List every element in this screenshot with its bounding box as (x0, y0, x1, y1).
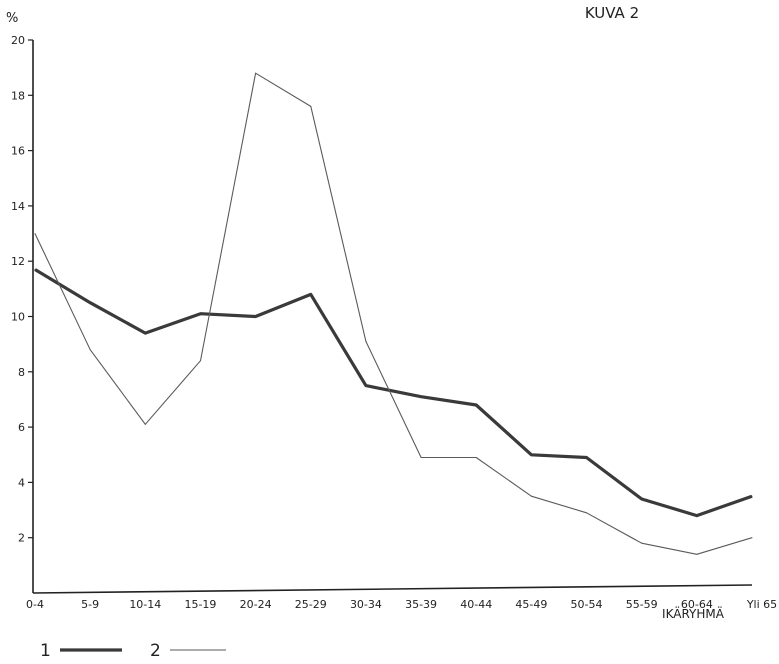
series-line-2 (34, 72, 753, 555)
y-tick-label: 6 (18, 421, 25, 434)
y-tick-label: 16 (11, 145, 25, 158)
data-point-series-2 (420, 457, 422, 459)
x-tick-label: 10-14 (129, 598, 161, 611)
y-tick-label: 20 (11, 34, 25, 47)
data-point-series-1 (751, 495, 753, 497)
x-tick-label: 55-59 (626, 598, 658, 611)
data-point-series-1 (310, 293, 312, 295)
y-tick-label: 10 (11, 311, 25, 324)
x-tick-label: 45-49 (515, 598, 547, 611)
x-axis-line (32, 584, 753, 594)
series-lines (34, 72, 753, 555)
data-point-series-2 (641, 542, 643, 544)
y-tick-label: 4 (18, 476, 25, 489)
data-point-series-2 (751, 537, 753, 539)
data-point-series-2 (365, 340, 367, 342)
x-tick-label: 25-29 (295, 598, 327, 611)
data-point-series-2 (586, 512, 588, 514)
data-point-series-2 (475, 457, 477, 459)
data-point-series-1 (255, 316, 257, 317)
data-point-series-1 (144, 332, 146, 334)
data-point-series-2 (530, 495, 532, 497)
x-tick-label: 35-39 (405, 598, 437, 611)
x-tick-label: 30-34 (350, 598, 382, 611)
data-point-series-2 (310, 105, 312, 107)
y-tick-label: 2 (18, 532, 25, 545)
y-tick-label: 8 (18, 366, 25, 379)
data-point-series-1 (586, 457, 588, 459)
y-tick-label: 14 (11, 200, 25, 213)
x-tick-label: 40-44 (460, 598, 492, 611)
x-axis: 0-4 5-9 10-14 15-19 20-24 25-29 30-34 35-39 40-4… (26, 584, 777, 611)
x-tick-label: 15-19 (184, 598, 216, 611)
y-tick-label: 18 (11, 89, 25, 102)
data-point-series-1 (696, 515, 698, 517)
data-point-series-1 (365, 385, 367, 387)
data-point-series-1 (89, 302, 91, 304)
data-point-series-2 (255, 72, 257, 74)
chart-title: KUVA 2 (585, 4, 639, 22)
x-tick-label: 0-4 (26, 598, 44, 611)
x-tick-label: 5-9 (81, 598, 99, 611)
data-point-series-2 (696, 553, 698, 555)
data-point-series-1 (641, 498, 643, 500)
x-tick-label: 50-54 (571, 598, 603, 611)
legend-label-2: 2 (150, 641, 161, 661)
data-point-series-1 (420, 396, 422, 398)
data-point-series-1 (475, 404, 477, 406)
x-axis-label: IKÄRYHMÄ (662, 606, 725, 621)
x-tick-label: Yli 65 (746, 598, 777, 611)
series-line-1 (34, 268, 753, 518)
x-tick-label: 20-24 (240, 598, 272, 611)
data-point-series-1 (199, 313, 201, 315)
data-point-series-1 (530, 454, 532, 456)
data-point-series-1 (34, 268, 36, 270)
data-point-series-2 (144, 423, 146, 425)
legend-label-1: 1 (40, 641, 51, 661)
data-point-series-2 (199, 360, 201, 362)
y-axis-label: % (6, 11, 18, 26)
data-point-series-2 (34, 233, 36, 235)
x-tick-label: 60-64 (681, 598, 713, 611)
data-point-series-2 (89, 349, 91, 351)
y-axis: 2 4 6 8 10 12 14 16 18 20 (11, 34, 34, 593)
y-tick-label: 12 (11, 255, 25, 268)
